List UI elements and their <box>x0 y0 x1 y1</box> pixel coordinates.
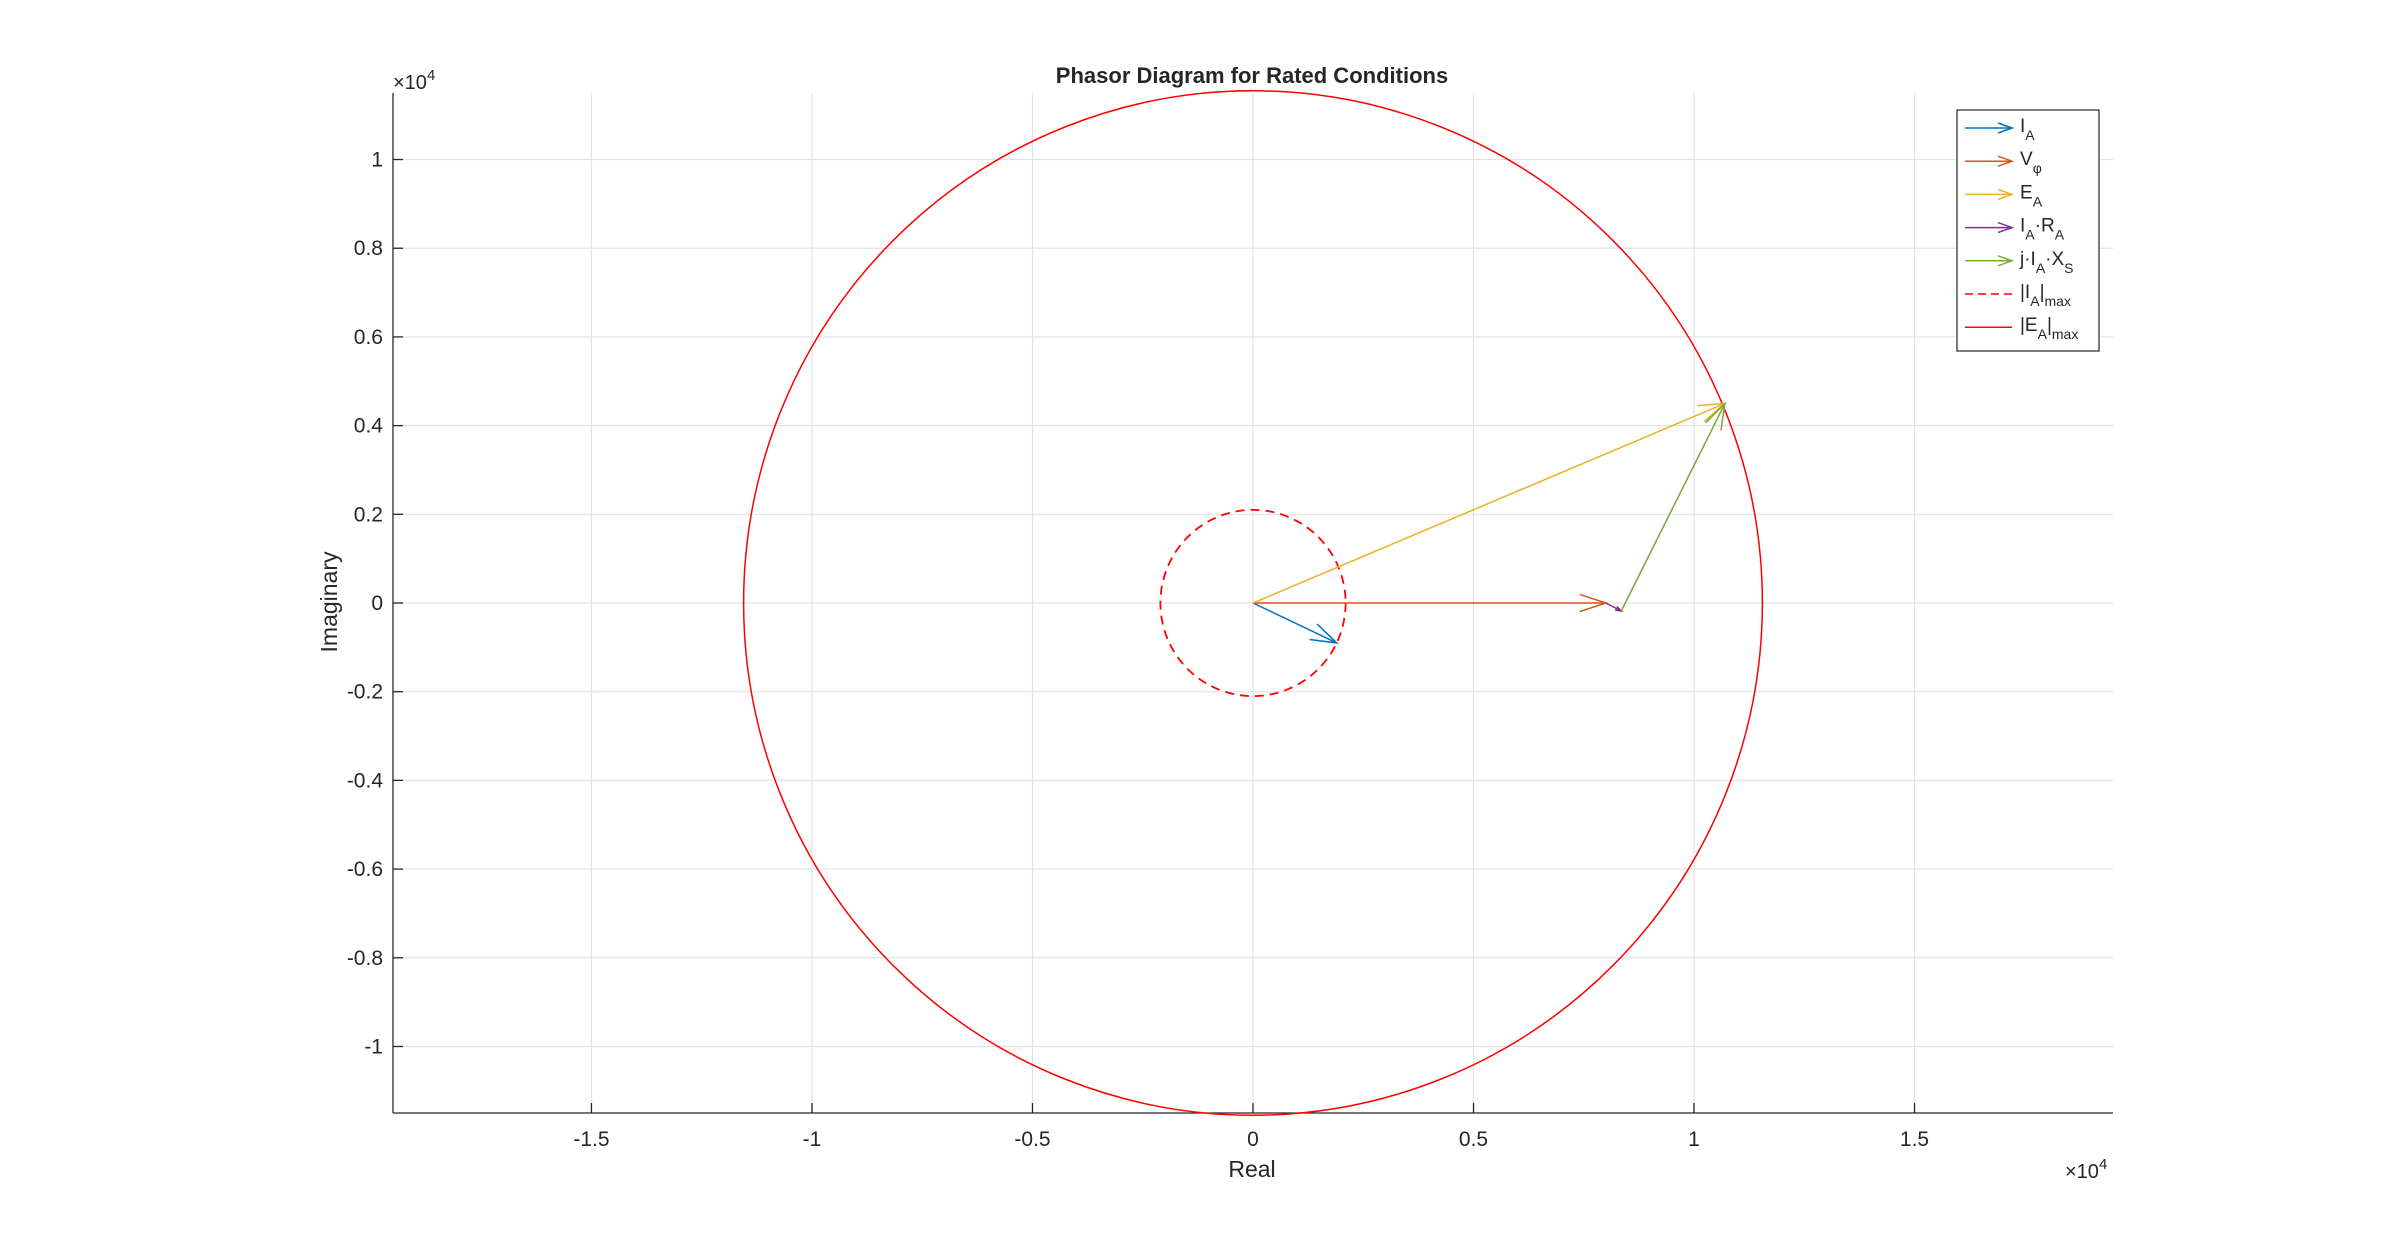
legend-item-ea-max: |EA|max <box>1965 315 2078 342</box>
ea-max-circle <box>742 90 1764 1116</box>
y-exponent-label: ×104 <box>393 67 435 94</box>
legend-label-part: ·X <box>2045 249 2064 270</box>
x-axis-label: Real <box>1228 1156 1275 1182</box>
x-tick-label: 0.5 <box>1459 1128 1488 1151</box>
legend-label-part: |E <box>2020 315 2038 336</box>
iara-shaft <box>1605 602 1622 612</box>
chart-title: Phasor Diagram for Rated Conditions <box>1056 63 1448 88</box>
x-exponent-base: ×10 <box>2065 1161 2099 1183</box>
legend-label-part: E <box>2020 182 2033 203</box>
legend-label-part: max <box>2052 326 2078 342</box>
x-exponent-label: ×104 <box>2065 1156 2107 1183</box>
y-tick-label: 0.6 <box>354 326 383 349</box>
legend-item-jiaxs: j·IA·XS <box>1965 249 2074 276</box>
phasor-layer <box>1252 401 1728 644</box>
legend-label-part: A <box>2038 326 2048 342</box>
legend-label-ia-max: |IA|max <box>2020 282 2071 309</box>
vphi-phasor <box>1253 593 1609 613</box>
legend-swatch-head-vphi <box>1997 155 2015 167</box>
y-tick-label: -0.8 <box>347 947 383 970</box>
legend-label-part: φ <box>2033 160 2042 176</box>
legend-label-part: A <box>2025 127 2035 143</box>
jiaxs-shaft <box>1620 403 1726 612</box>
x-tick-label: -0.5 <box>1014 1128 1050 1151</box>
x-tick-label: 0 <box>1247 1128 1259 1151</box>
y-tick-label: 0.2 <box>354 503 383 526</box>
jiaxs-head <box>1705 401 1726 431</box>
legend-swatch-head-ea <box>1997 188 2015 201</box>
legend-label-iara: IA·RA <box>2020 216 2065 243</box>
y-tick-label: -0.6 <box>347 858 383 881</box>
legend-swatch-head-iara <box>1997 221 2015 234</box>
jiaxs-phasor <box>1620 401 1726 612</box>
iara-phasor <box>1605 602 1624 613</box>
legend-label-part: A <box>2025 227 2035 243</box>
ia-phasor <box>1252 602 1339 644</box>
ea-shaft <box>1252 402 1726 604</box>
legend-swatch-head-jiaxs <box>1997 255 2015 267</box>
x-tick-label: -1 <box>803 1128 822 1151</box>
legend-label-jiaxs: j·IA·XS <box>2019 249 2074 276</box>
legend-box <box>1956 109 2100 352</box>
legend-swatch-head-ia <box>1997 122 2015 134</box>
ia-head <box>1309 623 1339 644</box>
legend-label-part: A <box>2055 227 2065 243</box>
legend-item-iara: IA·RA <box>1965 216 2065 243</box>
legend-label-part: |I <box>2020 282 2030 303</box>
legend-label-ea-max: |EA|max <box>2020 315 2078 342</box>
legend-label-part: I <box>2020 116 2025 137</box>
legend-label-part: max <box>2045 293 2071 309</box>
legend-label-part: j·I <box>2019 249 2036 270</box>
y-axis-label: Imaginary <box>316 551 342 652</box>
x-tick-label: 1.5 <box>1900 1128 1929 1151</box>
tick-layer: -1.5 -1 -0.5 0 0.5 1 1.5 1 0.8 0.6 0.4 0.2 0 -0.2 -0.4… <box>347 149 1929 1151</box>
legend-label-part: V <box>2020 149 2033 170</box>
legend-item-ea: EA <box>1965 182 2043 209</box>
y-tick-label: 0.8 <box>354 237 383 260</box>
y-tick-label: 1 <box>371 149 383 172</box>
legend-item-ia: IA <box>1965 116 2035 143</box>
legend-item-vphi: Vφ <box>1965 149 2042 176</box>
y-exponent-base: ×10 <box>393 72 427 94</box>
legend-label-part: I <box>2020 216 2025 237</box>
ia-shaft <box>1252 602 1338 644</box>
y-tick-label: 0 <box>371 592 383 615</box>
x-exponent-power: 4 <box>2099 1156 2107 1173</box>
legend-label-ia: IA <box>2020 116 2035 143</box>
legend-label-vphi: Vφ <box>2020 149 2042 176</box>
y-exponent-power: 4 <box>427 67 435 84</box>
ea-phasor <box>1252 402 1728 604</box>
y-tick-label: -0.2 <box>347 681 383 704</box>
legend-label-ea: EA <box>2020 182 2043 209</box>
legend-label-part: A <box>2030 293 2040 309</box>
legend-label-part: A <box>2033 193 2043 209</box>
legend-label-part: | <box>2047 315 2052 336</box>
legend-label-part: | <box>2040 282 2045 303</box>
x-tick-label: 1 <box>1688 1128 1700 1151</box>
y-tick-label: 0.4 <box>354 415 384 438</box>
legend-label-part: A <box>2036 260 2046 276</box>
x-tick-label: -1.5 <box>573 1128 609 1151</box>
y-tick-label: -1 <box>364 1035 383 1058</box>
legend-label-part: ·R <box>2035 216 2055 237</box>
legend-item-ia-max: |IA|max <box>1965 282 2071 309</box>
legend-label-part: S <box>2064 260 2073 276</box>
y-tick-label: -0.4 <box>347 769 384 792</box>
